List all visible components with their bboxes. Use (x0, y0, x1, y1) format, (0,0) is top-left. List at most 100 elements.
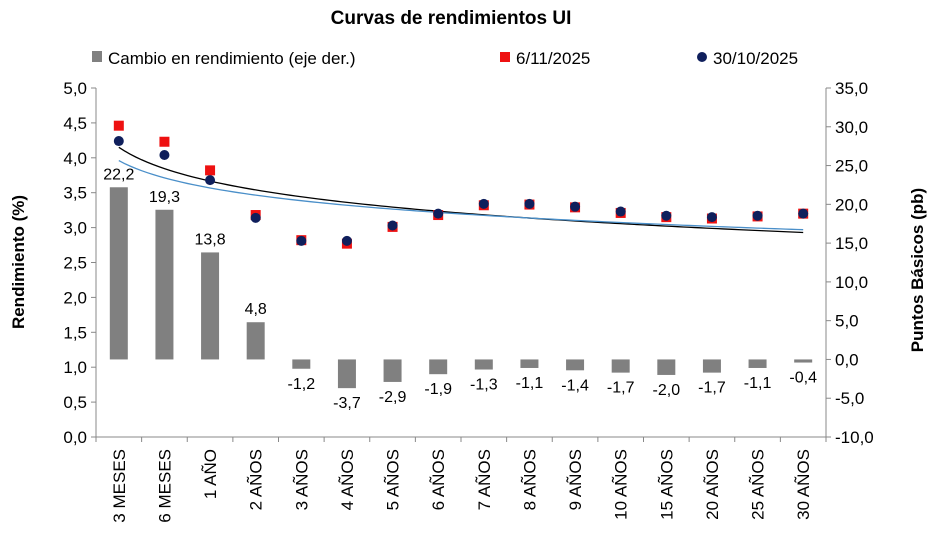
bar (337, 359, 356, 389)
scatter-series-date-1 (113, 120, 809, 249)
y-left-tick-label: 4,0 (63, 149, 87, 168)
bar-data-label: 4,8 (245, 301, 267, 318)
square-marker (205, 165, 216, 176)
y-left-tick-label: 0,0 (63, 428, 87, 447)
bar-series (109, 187, 813, 389)
trendline (118, 160, 804, 231)
bar-data-label: -1,9 (424, 381, 452, 398)
bar (748, 359, 767, 368)
circle-marker (341, 235, 352, 246)
circle-marker (113, 136, 124, 147)
y-right-tick-label: 25,0 (835, 157, 868, 176)
x-tick-label: 9 AÑOS (566, 449, 585, 510)
x-tick-label: 4 AÑOS (338, 449, 357, 510)
chart-title: Curvas de rendimientos UI (331, 8, 572, 29)
y-axis-left-ticks: 0,0 0,5 1,0 1,5 2,0 2,5 3,0 3,5 4,0 4,5 5,0 (63, 79, 96, 447)
square-marker (113, 120, 124, 131)
x-tick-label: 25 AÑOS (749, 449, 768, 520)
circle-marker (159, 150, 170, 161)
x-tick-label: 6 MESES (155, 449, 174, 523)
bar-data-label: -1,1 (516, 375, 544, 392)
y-left-tick-label: 2,5 (63, 254, 87, 273)
bar-data-label: -2,9 (379, 389, 407, 406)
bar (611, 359, 630, 373)
bar-data-label: -1,7 (698, 380, 726, 397)
y-left-tick-label: 4,5 (63, 114, 87, 133)
scatter-series-date-2 (113, 136, 809, 246)
circle-marker (387, 220, 398, 231)
bar-data-label: -0,4 (789, 370, 817, 387)
bar-data-label: -1,1 (744, 375, 772, 392)
bar (566, 359, 585, 371)
bar (201, 252, 220, 360)
y-right-tick-label: -10,0 (835, 428, 874, 447)
bar (109, 187, 128, 360)
legend-bar-swatch (92, 51, 102, 62)
bar (520, 359, 539, 368)
x-tick-label: 8 AÑOS (520, 449, 539, 510)
bar-data-labels: 22,219,313,84,8-1,2-3,7 -2,9 -1,9 -1,3 -1,1-… (103, 166, 817, 412)
bar-data-label: 13,8 (194, 231, 225, 248)
legend-label-date-1: 6/11/2025 (516, 49, 590, 68)
circle-marker (433, 208, 444, 219)
circle-marker (250, 212, 261, 223)
y-right-tick-label: 30,0 (835, 118, 868, 137)
x-tick-label: 7 AÑOS (475, 449, 494, 510)
y-right-tick-label: 35,0 (835, 79, 868, 98)
y-left-tick-label: 0,5 (63, 393, 87, 412)
legend-square-marker (500, 52, 510, 62)
bar-data-label: -2,0 (653, 382, 681, 399)
y-left-tick-label: 1,0 (63, 358, 87, 377)
x-tick-label: 30 AÑOS (794, 449, 813, 520)
y-right-tick-label: 5,0 (835, 312, 859, 331)
legend: Cambio en rendimiento (eje der.) 6/11/20… (92, 49, 798, 68)
y-axis-right-title: Puntos Básicos (pb) (908, 188, 927, 352)
bar-data-label: -1,7 (607, 380, 635, 397)
bar (246, 322, 265, 360)
y-left-tick-label: 2,0 (63, 288, 87, 307)
y-left-tick-label: 3,5 (63, 184, 87, 203)
circle-marker (478, 198, 489, 209)
legend-label-change: Cambio en rendimiento (eje der.) (108, 49, 356, 68)
y-left-tick-label: 5,0 (63, 79, 87, 98)
bar (657, 359, 676, 375)
x-tick-label: 3 AÑOS (292, 449, 311, 510)
x-tick-label: 20 AÑOS (703, 449, 722, 520)
bar-data-label: 19,3 (149, 189, 180, 206)
bar-data-label: -1,4 (561, 377, 589, 394)
y-right-tick-label: 20,0 (835, 195, 868, 214)
trendline (118, 146, 804, 234)
bar-data-label: -1,3 (470, 377, 498, 394)
circle-marker (524, 198, 535, 209)
bar (702, 359, 721, 373)
bar-data-label: -1,2 (288, 376, 316, 393)
y-right-tick-label: -5,0 (835, 389, 864, 408)
circle-marker (798, 208, 809, 219)
bar (292, 359, 311, 369)
circle-marker (661, 210, 672, 221)
circle-marker (615, 206, 626, 217)
circle-marker (570, 201, 581, 212)
y-left-tick-label: 1,5 (63, 323, 87, 342)
y-right-tick-label: 15,0 (835, 234, 868, 253)
x-tick-label: 1 AÑO (201, 449, 220, 499)
x-axis-ticks: 3 MESES 6 MESES 1 AÑO 2 AÑOS 3 AÑOS 4 AÑOS 5 A… (95, 437, 827, 523)
trendlines (118, 146, 804, 234)
circle-marker (205, 175, 216, 186)
x-tick-label: 6 AÑOS (429, 449, 448, 510)
bar (383, 359, 402, 382)
bar-data-label: -3,7 (333, 395, 361, 412)
y-left-tick-label: 3,0 (63, 219, 87, 238)
legend-label-date-2: 30/10/2025 (713, 49, 798, 68)
y-right-tick-label: 0,0 (835, 350, 859, 369)
bar (155, 209, 174, 360)
x-tick-label: 3 MESES (110, 449, 129, 523)
bar-data-label: 22,2 (103, 166, 134, 183)
x-tick-label: 15 AÑOS (657, 449, 676, 520)
bar (429, 359, 448, 375)
x-tick-label: 2 AÑOS (247, 449, 266, 510)
square-marker (159, 136, 170, 147)
legend-circle-marker (697, 52, 707, 62)
bar (794, 359, 813, 363)
